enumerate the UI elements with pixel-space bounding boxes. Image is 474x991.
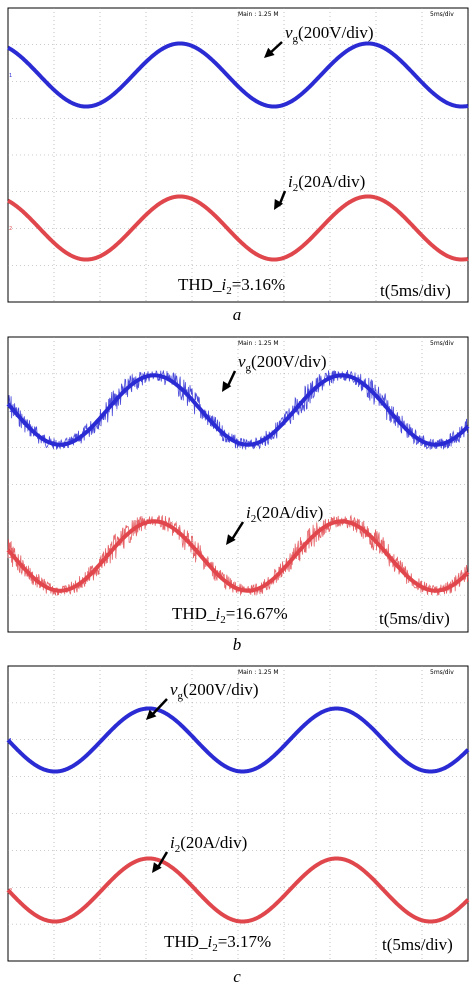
series-label: i2(20A/div) <box>170 833 247 855</box>
thd-annotation: THD_i2=16.67% <box>172 604 288 626</box>
scope-header-timebase: Main : 1.25 M <box>238 340 279 347</box>
waveform-ripple <box>7 369 469 450</box>
waveform-i2 <box>6 856 470 924</box>
ground-marker: 1 <box>9 73 12 79</box>
ground-marker: 2 <box>9 226 12 232</box>
waveform-ripple <box>7 514 469 596</box>
thd-annotation: THD_i2=3.16% <box>178 275 285 297</box>
series-arrow <box>229 521 245 542</box>
panel-caption: b <box>233 635 242 654</box>
scope-header-scale: 5ms/div <box>430 669 454 676</box>
scope-panel-b: Main : 1.25 M 5ms/div 1 vg(200V/div) 2 i2(20A… <box>6 336 470 633</box>
series-arrowhead <box>264 47 275 58</box>
scope-header-scale: 5ms/div <box>430 340 454 347</box>
waveform-vg <box>6 706 470 774</box>
scope-panel-c: Main : 1.25 M 5ms/div1vg(200V/div)2i2(20A… <box>6 665 470 962</box>
series-arrowhead <box>146 709 157 720</box>
time-scale-label: t(5ms/div) <box>380 281 451 300</box>
series-arrow <box>150 698 168 717</box>
panel-caption: a <box>233 305 242 324</box>
series-label: vg(200V/div) <box>238 352 327 374</box>
series-label: i2(20A/div) <box>246 503 323 525</box>
time-scale-label: t(5ms/div) <box>379 609 450 628</box>
waveform-vg <box>7 41 469 109</box>
scope-panel-a: Main : 1.25 M 5ms/div 1 vg(200V/div) 2 i2(20A… <box>7 7 469 303</box>
series-arrowhead <box>274 199 284 210</box>
series-label: vg(200V/div) <box>170 680 259 702</box>
scope-header-timebase: Main : 1.25 M <box>238 669 279 676</box>
waveform-i2 <box>7 194 469 262</box>
scope-header-scale: 5ms/div <box>430 11 454 18</box>
time-scale-label: t(5ms/div) <box>382 935 453 954</box>
thd-annotation: THD_i2=3.17% <box>164 932 271 954</box>
panel-caption: c <box>233 967 241 986</box>
scope-header-timebase: Main : 1.25 M <box>238 11 279 18</box>
series-arrowhead <box>152 862 162 873</box>
series-arrowhead <box>226 534 236 545</box>
series-label: vg(200V/div) <box>285 23 374 45</box>
ground-marker: 2 <box>9 554 12 560</box>
series-arrowhead <box>222 381 232 392</box>
series-label: i2(20A/div) <box>288 172 365 194</box>
ground-marker: 1 <box>9 408 12 414</box>
